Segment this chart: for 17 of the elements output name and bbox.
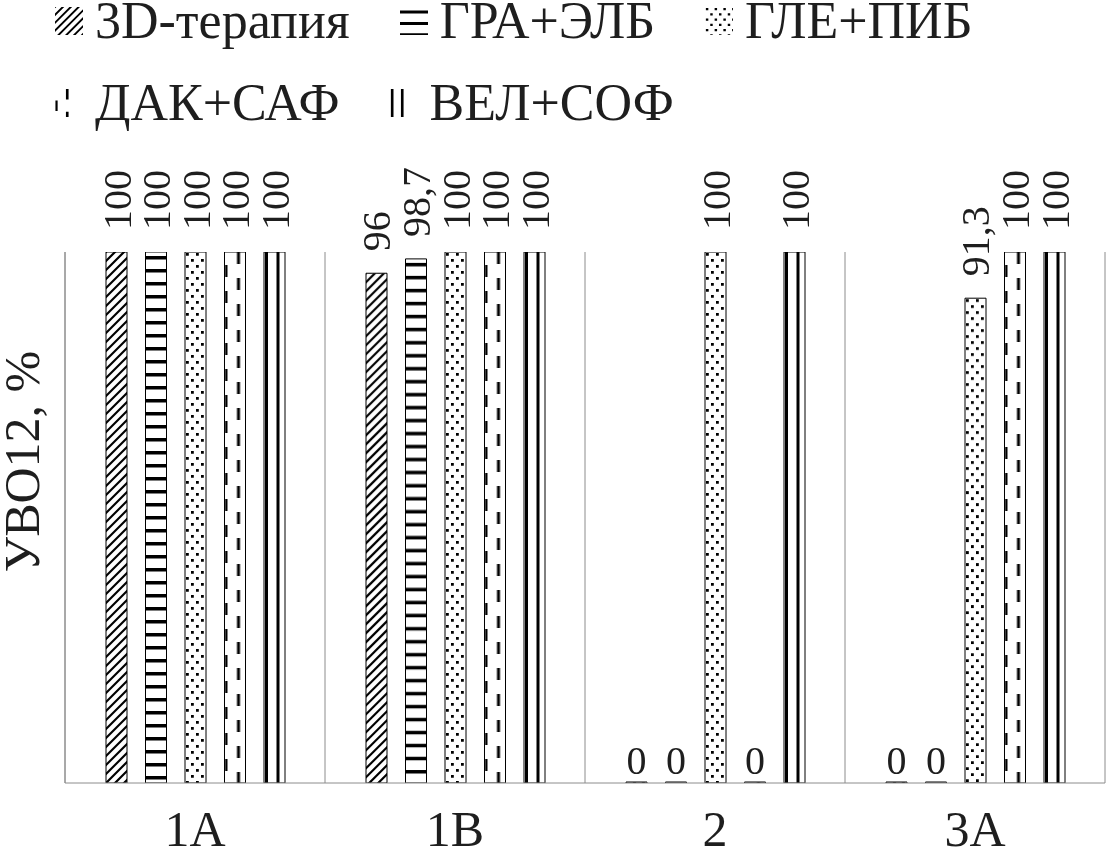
data-label: 0: [926, 738, 946, 783]
legend-label: 3D-терапия: [95, 0, 350, 50]
legend-label: ВЕЛ+СОФ: [429, 73, 674, 131]
x-tick-label: 3A: [944, 801, 1006, 851]
legend-label: ГРА+ЭЛБ: [439, 0, 656, 50]
data-label: 0: [745, 738, 765, 783]
legend-label: ГЛЕ+ПИБ: [745, 0, 973, 50]
data-label: 100: [693, 170, 738, 230]
data-label: 0: [886, 738, 907, 783]
data-label: 0: [626, 738, 647, 783]
y-axis-title: УВО12, %: [0, 350, 50, 573]
data-label: 0: [666, 738, 686, 783]
x-tick-label: 2: [702, 801, 728, 851]
x-tick-label: 1B: [425, 801, 485, 851]
data-label: 100: [772, 170, 817, 230]
x-tick-label: 1A: [164, 801, 226, 851]
legend-label: ДАК+САФ: [95, 73, 340, 131]
